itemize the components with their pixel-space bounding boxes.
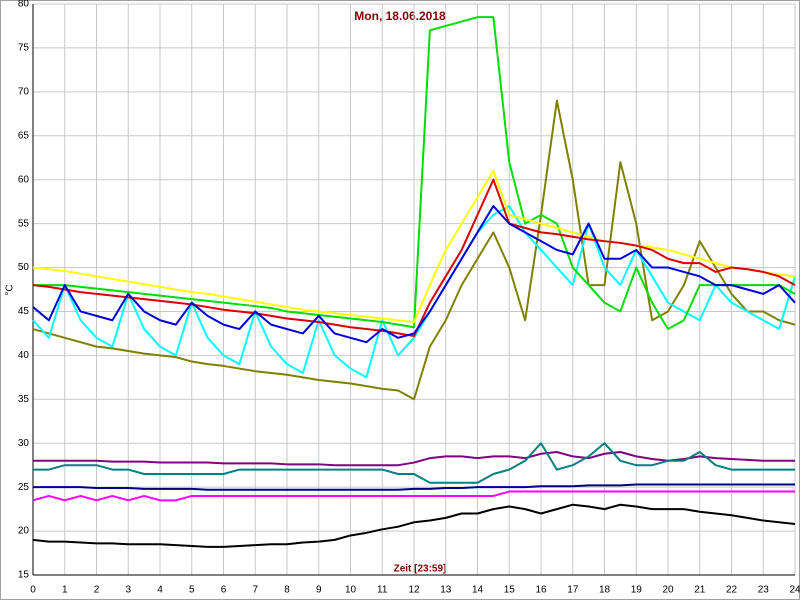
series-line	[32, 490, 795, 502]
series-line	[33, 483, 795, 491]
x-tick-label: 3	[125, 585, 131, 596]
series-line	[32, 178, 796, 338]
x-tick-label: 20	[662, 585, 674, 596]
x-tick-label: 15	[504, 585, 516, 596]
y-tick-label: 40	[18, 350, 30, 361]
x-tick-label: 14	[472, 585, 484, 596]
x-tick-label: 8	[284, 585, 290, 596]
x-tick-label: 7	[252, 585, 258, 596]
x-tick-label: 4	[157, 585, 163, 596]
chart-title: Mon, 18.06.2018	[354, 9, 446, 23]
x-tick-label: 10	[345, 585, 357, 596]
x-tick-label: 12	[408, 585, 420, 596]
y-tick-label: 15	[18, 570, 30, 581]
y-axis-label: °C	[5, 284, 16, 295]
x-tick-label: 18	[599, 585, 611, 596]
y-tick-label: 65	[18, 130, 30, 141]
series-line	[32, 503, 796, 548]
x-tick-label: 9	[316, 585, 322, 596]
y-tick-label: 30	[18, 438, 30, 449]
series-line	[33, 16, 796, 331]
y-tick-label: 35	[18, 394, 30, 405]
series-line	[32, 205, 796, 379]
x-tick-label: 5	[189, 585, 195, 596]
series-line	[32, 205, 796, 344]
x-tick-label: 23	[758, 585, 770, 596]
x-tick-label: 16	[535, 585, 547, 596]
series-line	[32, 169, 796, 324]
x-tick-label: 0	[30, 585, 36, 596]
x-tick-label: 22	[726, 585, 738, 596]
x-tick-label: 11	[377, 585, 388, 596]
series-line	[32, 99, 796, 401]
x-tick-label: 13	[440, 585, 452, 596]
y-tick-label: 80	[18, 0, 30, 10]
series-line	[33, 442, 795, 484]
x-tick-label: 17	[567, 585, 579, 596]
y-tick-label: 20	[18, 526, 30, 537]
y-tick-label: 70	[18, 86, 30, 97]
x-tick-label: 19	[631, 585, 643, 596]
x-tick-label: 1	[62, 585, 68, 596]
y-tick-label: 60	[18, 174, 30, 185]
y-tick-label: 25	[18, 482, 30, 493]
y-tick-label: 55	[18, 218, 30, 229]
y-tick-label: 50	[18, 262, 30, 273]
x-tick-label: 6	[221, 585, 227, 596]
x-axis-label: Zeit [23:59]	[394, 564, 447, 575]
x-tick-label: 2	[94, 585, 100, 596]
x-tick-label: 21	[694, 585, 706, 596]
y-tick-label: 75	[18, 43, 30, 54]
x-tick-label: 24	[789, 585, 800, 596]
y-tick-label: 45	[18, 306, 30, 317]
